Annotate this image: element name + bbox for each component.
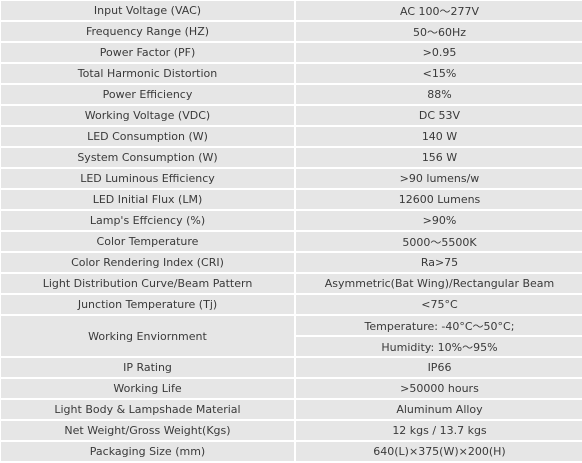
spec-value: Asymmetric(Bat Wing)/Rectangular Beam bbox=[296, 274, 582, 293]
spec-value: Temperature: -40°C～50°C; bbox=[296, 316, 582, 335]
table-row: IP Rating IP66 bbox=[1, 358, 582, 377]
spec-label: LED Initial Flux (LM) bbox=[1, 190, 294, 209]
table-row: Net Weight/Gross Weight(Kgs) 12 kgs / 13… bbox=[1, 421, 582, 440]
spec-label: Power Efficiency bbox=[1, 85, 294, 104]
table-row: Color Rendering Index (CRI) Ra>75 bbox=[1, 253, 582, 272]
spec-value: Aluminum Alloy bbox=[296, 400, 582, 419]
spec-value: 88% bbox=[296, 85, 582, 104]
spec-value: 640(L)×375(W)×200(H) bbox=[296, 442, 582, 461]
spec-label: Junction Temperature (Tj) bbox=[1, 295, 294, 314]
table-row: Working Enviornment Temperature: -40°C～5… bbox=[1, 316, 582, 356]
spec-value: >50000 hours bbox=[296, 379, 582, 398]
table-row: Total Harmonic Distortion <15% bbox=[1, 64, 582, 83]
spec-label: Working Life bbox=[1, 379, 294, 398]
spec-label: Color Temperature bbox=[1, 232, 294, 251]
spec-label: System Consumption (W) bbox=[1, 148, 294, 167]
spec-label: Light Distribution Curve/Beam Pattern bbox=[1, 274, 294, 293]
spec-label: Color Rendering Index (CRI) bbox=[1, 253, 294, 272]
spec-value: 12600 Lumens bbox=[296, 190, 582, 209]
spec-label: Total Harmonic Distortion bbox=[1, 64, 294, 83]
table-row: Packaging Size (mm) 640(L)×375(W)×200(H) bbox=[1, 442, 582, 461]
spec-label: Power Factor (PF) bbox=[1, 43, 294, 62]
spec-label: Light Body & Lampshade Material bbox=[1, 400, 294, 419]
spec-label: IP Rating bbox=[1, 358, 294, 377]
table-row: Working Voltage (VDC) DC 53V bbox=[1, 106, 582, 125]
spec-label: Input Voltage (VAC) bbox=[1, 1, 294, 20]
table-row: LED Initial Flux (LM) 12600 Lumens bbox=[1, 190, 582, 209]
spec-value: IP66 bbox=[296, 358, 582, 377]
table-row: Input Voltage (VAC) AC 100～277V bbox=[1, 1, 582, 20]
table-row: Junction Temperature (Tj) <75°C bbox=[1, 295, 582, 314]
spec-value: Humidity: 10%～95% bbox=[296, 337, 582, 356]
table-row: Light Distribution Curve/Beam Pattern As… bbox=[1, 274, 582, 293]
spec-value: DC 53V bbox=[296, 106, 582, 125]
table-row: LED Luminous Efficiency >90 lumens/w bbox=[1, 169, 582, 188]
spec-value: >90% bbox=[296, 211, 582, 230]
spec-label: Net Weight/Gross Weight(Kgs) bbox=[1, 421, 294, 440]
table-row: Lamp's Effciency (%) >90% bbox=[1, 211, 582, 230]
spec-value: <15% bbox=[296, 64, 582, 83]
table-row: Color Temperature 5000～5500K bbox=[1, 232, 582, 251]
table-row: Frequency Range (HZ) 50～60Hz bbox=[1, 22, 582, 41]
spec-value: 50～60Hz bbox=[296, 22, 582, 41]
spec-label: Frequency Range (HZ) bbox=[1, 22, 294, 41]
table-row: Light Body & Lampshade Material Aluminum… bbox=[1, 400, 582, 419]
spec-label: LED Luminous Efficiency bbox=[1, 169, 294, 188]
spec-value: >90 lumens/w bbox=[296, 169, 582, 188]
table-row: Humidity: 10%～95% bbox=[1, 337, 582, 356]
spec-label: Working Enviornment bbox=[1, 316, 294, 356]
spec-value: >0.95 bbox=[296, 43, 582, 62]
spec-value: 12 kgs / 13.7 kgs bbox=[296, 421, 582, 440]
spec-value: 140 W bbox=[296, 127, 582, 146]
table-row: Working Life >50000 hours bbox=[1, 379, 582, 398]
spec-value: <75°C bbox=[296, 295, 582, 314]
spec-label: LED Consumption (W) bbox=[1, 127, 294, 146]
spec-value: 156 W bbox=[296, 148, 582, 167]
table-row: LED Consumption (W) 140 W bbox=[1, 127, 582, 146]
spec-label: Working Voltage (VDC) bbox=[1, 106, 294, 125]
spec-value: AC 100～277V bbox=[296, 1, 582, 20]
spec-label: Lamp's Effciency (%) bbox=[1, 211, 294, 230]
table-row: System Consumption (W) 156 W bbox=[1, 148, 582, 167]
spec-label: Packaging Size (mm) bbox=[1, 442, 294, 461]
spec-value: Ra>75 bbox=[296, 253, 582, 272]
table-row: Power Factor (PF) >0.95 bbox=[1, 43, 582, 62]
spec-value: 5000～5500K bbox=[296, 232, 582, 251]
table-row: Power Efficiency 88% bbox=[1, 85, 582, 104]
